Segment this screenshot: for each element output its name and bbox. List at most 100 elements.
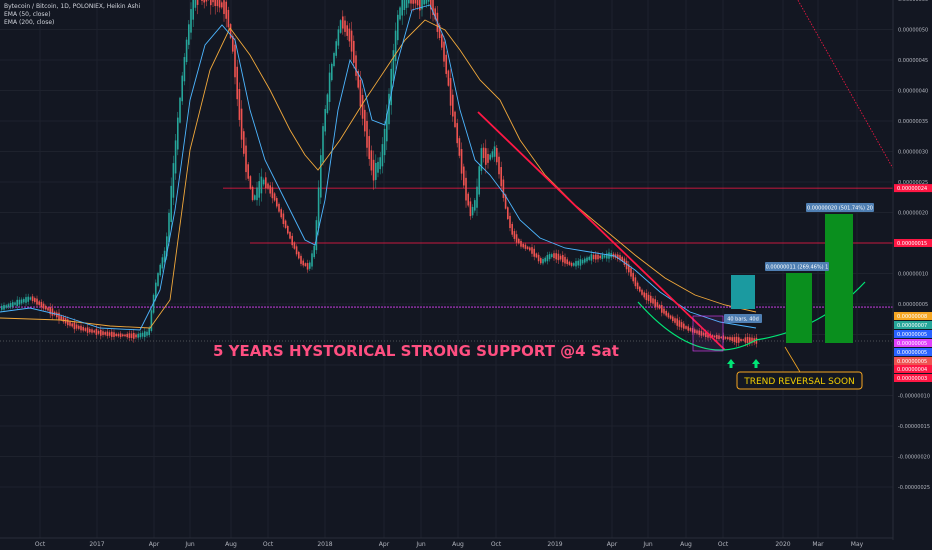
candle-body	[430, 0, 432, 10]
ema-lines	[0, 4, 757, 331]
candle-body	[581, 259, 584, 264]
price-tag	[894, 330, 932, 338]
candle-body	[249, 176, 252, 189]
candle-body	[654, 299, 656, 307]
candle-body	[317, 187, 320, 229]
candle-body	[412, 0, 414, 4]
candle-body	[751, 337, 753, 343]
candle-body	[485, 148, 487, 165]
candle-body	[755, 337, 758, 344]
candle-body	[254, 195, 256, 200]
candle-body	[115, 333, 117, 336]
price-tag-label: 0.00000005	[897, 332, 927, 338]
candle-body	[449, 78, 452, 106]
candle-body	[707, 332, 709, 338]
candle-body	[634, 277, 637, 287]
candle-body	[718, 335, 720, 340]
trend-reversal-box[interactable]	[736, 371, 863, 390]
candle-body	[273, 193, 276, 201]
candle-body	[328, 72, 331, 102]
candle-body	[108, 332, 111, 336]
candle-body	[368, 136, 370, 160]
candle-body	[276, 198, 278, 207]
candle-body	[731, 337, 733, 341]
time-tick-label: Aug	[452, 541, 464, 548]
price-tag-label: 0.00000003	[897, 376, 927, 382]
candle-body	[49, 306, 51, 315]
price-tag	[894, 312, 932, 320]
time-tick-label: 2020	[775, 541, 790, 548]
candle-body	[75, 324, 78, 329]
candle-body	[410, 0, 412, 4]
candle-body	[337, 29, 340, 46]
candle-body	[192, 0, 194, 20]
candle-body	[333, 52, 335, 67]
candle-body	[500, 167, 502, 187]
candle-body	[36, 298, 38, 305]
candle-body	[302, 260, 304, 266]
candle-body	[689, 327, 692, 331]
candle-body	[447, 70, 450, 86]
candle-body	[658, 304, 661, 309]
candle-body	[216, 0, 219, 7]
candle-body	[645, 293, 648, 301]
candle-body	[377, 161, 379, 173]
price-tag	[894, 365, 932, 373]
target1-label-box	[765, 262, 829, 271]
candle-body	[478, 166, 480, 195]
candle-body	[251, 186, 254, 201]
candle-body	[487, 153, 489, 163]
candle-body	[320, 155, 322, 198]
candle-body	[291, 235, 293, 246]
candle-body	[16, 299, 18, 306]
candle-body	[720, 336, 722, 339]
candle-body	[196, 0, 199, 5]
candle-body	[632, 272, 634, 282]
time-tick-label: 2019	[547, 541, 562, 548]
candle-body	[84, 328, 87, 331]
candle-body	[62, 316, 65, 322]
candle-body	[546, 255, 549, 262]
candle-body	[166, 236, 168, 257]
candle-body	[280, 209, 282, 218]
time-tick-label: May	[851, 541, 864, 548]
candle-body	[608, 252, 610, 259]
candle-body	[133, 332, 135, 339]
candle-body	[106, 331, 109, 336]
candle-body	[390, 68, 392, 106]
candle-body	[722, 335, 725, 340]
time-axis[interactable]: Oct 2017 Apr Jun Aug Oct 2018 Apr Jun Aug Oct 2019 A…	[0, 537, 932, 548]
candle-body	[42, 303, 45, 309]
candle-body	[628, 264, 630, 273]
candle-body	[267, 183, 269, 189]
price-axis[interactable]: 0.00000055 0.00000050 0.00000045 0.00000040…	[892, 0, 932, 550]
candle-body	[639, 286, 641, 292]
candle-body	[592, 254, 595, 260]
candle-body	[705, 332, 707, 338]
candle-body	[51, 308, 54, 316]
candle-body	[119, 333, 122, 337]
candle-body	[40, 301, 43, 308]
candle-body	[243, 131, 245, 154]
arrow-up-icon	[752, 359, 760, 368]
candle-body	[652, 298, 654, 304]
candle-body	[232, 35, 234, 52]
candle-body	[496, 147, 498, 163]
candle-body	[23, 299, 25, 303]
candle-body	[518, 238, 520, 244]
candle-body	[271, 187, 274, 199]
candle-body	[460, 149, 463, 174]
candle-body	[80, 325, 82, 331]
candle-body	[617, 254, 619, 260]
chart-legend: Bytecoin / Bitcoin, 1D, POLONIEX, Heikin…	[4, 3, 140, 27]
candle-body	[522, 243, 524, 248]
candle-body	[214, 0, 216, 7]
candle-body	[636, 282, 639, 290]
candle-body	[225, 1, 227, 19]
target1-box	[786, 273, 812, 343]
candle-body	[509, 215, 511, 229]
candle-body	[69, 321, 71, 326]
candle-body	[111, 331, 113, 337]
price-tick-label: -0.00000025	[898, 485, 930, 491]
